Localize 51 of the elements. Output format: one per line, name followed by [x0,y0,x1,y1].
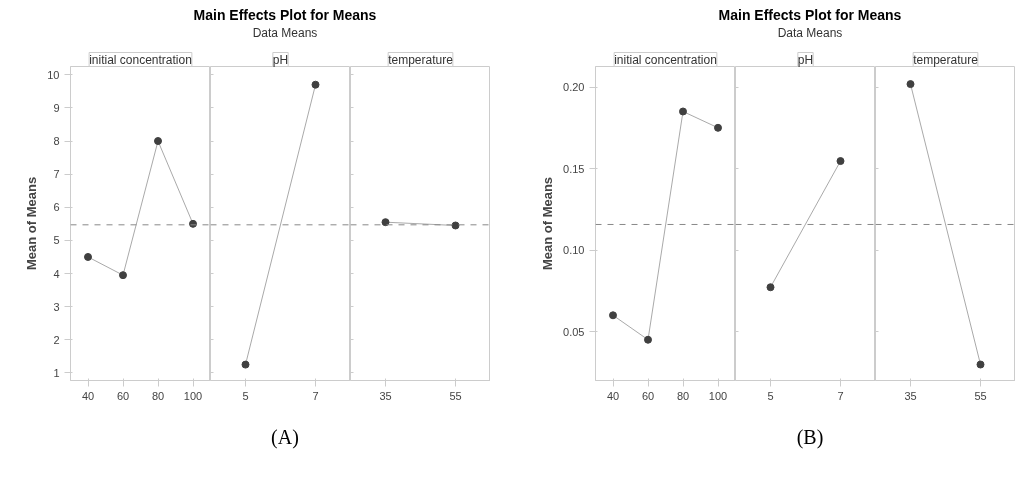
chart-title: pH [797,52,814,67]
text: Data Means [776,25,844,42]
y-tick-label: 2 [53,333,60,346]
chart-title: initial concentration [89,52,192,67]
chart-title: pH [272,52,289,67]
y-tick-label: 9 [53,101,60,114]
y-tick-label: 4 [53,267,60,280]
point [84,252,92,261]
y-tick-label: 8 [53,135,60,148]
x-tick-label: 40 [81,389,95,402]
x-tick-label: 7 [312,389,319,402]
x-tick-label: 100 [183,389,203,402]
x-tick-label: 80 [676,389,690,402]
x-tick-label: 35 [904,389,917,402]
x-tick-label: 100 [708,389,728,402]
x-tick-label: 55 [974,389,987,402]
x-tick-label: 5 [242,389,249,402]
y-tick-label: 0.05 [563,325,585,338]
y-tick-label: 0.10 [563,244,585,257]
y-tick-label: 1 [53,366,60,379]
point [154,137,162,146]
point [644,335,652,344]
x-tick-label: 7 [837,389,844,402]
chart-title: temperature [913,52,979,67]
x-tick-label: 80 [151,389,165,402]
point [609,311,617,320]
chart-title: temperature [388,52,454,67]
y-axis-title: Mean of Means [540,176,556,271]
y-tick-label: 3 [53,300,60,313]
x-tick-label: 60 [116,389,130,402]
point [119,271,127,280]
chart-title: initial concentration [614,52,717,67]
text: (A) [271,425,299,451]
point [714,123,722,132]
x-tick-label: 35 [379,389,392,402]
y-tick-label: 5 [53,234,60,247]
y-tick-label: 0.20 [563,81,585,94]
y-tick-label: 10 [47,68,60,81]
y-tick-label: 6 [53,201,60,214]
text: Data Means [251,25,319,42]
y-tick-label: 7 [53,168,60,181]
text: Main Effects Plot for Means [718,6,902,25]
x-tick-label: 40 [606,389,620,402]
point [679,107,687,116]
x-tick-label: 60 [641,389,655,402]
y-tick-label: 0.15 [563,162,585,175]
x-tick-label: 55 [449,389,462,402]
x-tick-label: 5 [767,389,774,402]
y-axis-title: Mean of Means [24,176,40,271]
text: (B) [796,425,824,451]
text: Main Effects Plot for Means [193,6,377,25]
